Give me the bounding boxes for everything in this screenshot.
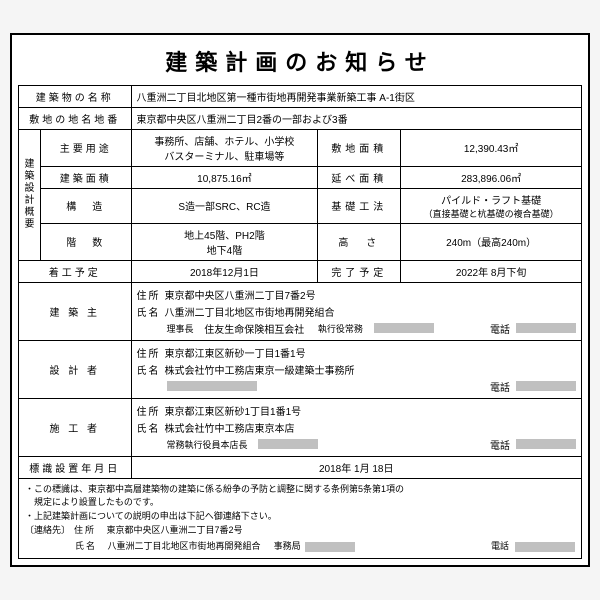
sign-date-v: 2018年 1月 18日 bbox=[131, 456, 582, 478]
notes: ・この標識は、東京都中高層建築物の建築に係る紛争の予防と調整に関する条例第5条第… bbox=[18, 479, 582, 560]
redacted bbox=[516, 439, 576, 449]
sign-date-h: 標識設置年月日 bbox=[19, 456, 132, 478]
owner-block: 住所 東京都中央区八重洲二丁目7番2号 氏名 八重洲二丁目北地区市街地再開発組合… bbox=[131, 282, 582, 340]
site-addr-h: 敷地の地名地番 bbox=[19, 107, 132, 129]
contractor-h: 施 工 者 bbox=[19, 398, 132, 456]
build-area-v: 10,875.16㎡ bbox=[131, 166, 318, 188]
floors-h: 階 数 bbox=[41, 223, 132, 260]
site-area-v: 12,390.43㎡ bbox=[401, 129, 582, 166]
structure-v: S造一部SRC、RC造 bbox=[131, 188, 318, 223]
height-h: 高 さ bbox=[318, 223, 401, 260]
redacted bbox=[167, 381, 257, 391]
floors-v: 地上45階、PH2階地下4階 bbox=[131, 223, 318, 260]
use-v: 事務所、店舗、ホテル、小学校バスターミナル、駐車場等 bbox=[131, 129, 318, 166]
redacted bbox=[515, 542, 575, 552]
start-v: 2018年12月1日 bbox=[131, 260, 318, 282]
redacted bbox=[516, 381, 576, 391]
structure-h: 構 造 bbox=[41, 188, 132, 223]
notice-table: 建築物の名称 八重洲二丁目北地区第一種市街地再開発事業新築工事 A-1街区 敷地… bbox=[18, 85, 582, 479]
floor-area-h: 延べ面積 bbox=[318, 166, 401, 188]
build-area-h: 建築面積 bbox=[41, 166, 132, 188]
height-v: 240m（最高240m） bbox=[401, 223, 582, 260]
end-h: 完了予定 bbox=[318, 260, 401, 282]
redacted bbox=[374, 323, 434, 333]
title: 建築計画のお知らせ bbox=[18, 41, 582, 85]
owner-h: 建 築 主 bbox=[19, 282, 132, 340]
designer-h: 設 計 者 bbox=[19, 340, 132, 398]
use-h: 主要用途 bbox=[41, 129, 132, 166]
foundation-h: 基礎工法 bbox=[318, 188, 401, 223]
contractor-block: 住所 東京都江東区新砂1丁目1番1号 氏名 株式会社竹中工務店東京本店 常務執行… bbox=[131, 398, 582, 456]
building-name-v: 八重洲二丁目北地区第一種市街地再開発事業新築工事 A-1街区 bbox=[131, 85, 582, 107]
site-area-h: 敷地面積 bbox=[318, 129, 401, 166]
building-name-h: 建築物の名称 bbox=[19, 85, 132, 107]
foundation-v: パイルド・ラフト基礎（直接基礎と杭基礎の複合基礎） bbox=[401, 188, 582, 223]
notice-sheet: 建築計画のお知らせ 建築物の名称 八重洲二丁目北地区第一種市街地再開発事業新築工… bbox=[10, 33, 590, 568]
designer-block: 住所 東京都江東区新砂一丁目1番1号 氏名 株式会社竹中工務店東京一級建築士事務… bbox=[131, 340, 582, 398]
end-v: 2022年 8月下旬 bbox=[401, 260, 582, 282]
floor-area-v: 283,896.06㎡ bbox=[401, 166, 582, 188]
site-addr-v: 東京都中央区八重洲二丁目2番の一部および3番 bbox=[131, 107, 582, 129]
overview-h: 建築設計概要 bbox=[19, 129, 41, 260]
redacted bbox=[305, 542, 355, 552]
start-h: 着工予定 bbox=[19, 260, 132, 282]
redacted bbox=[258, 439, 318, 449]
redacted bbox=[516, 323, 576, 333]
